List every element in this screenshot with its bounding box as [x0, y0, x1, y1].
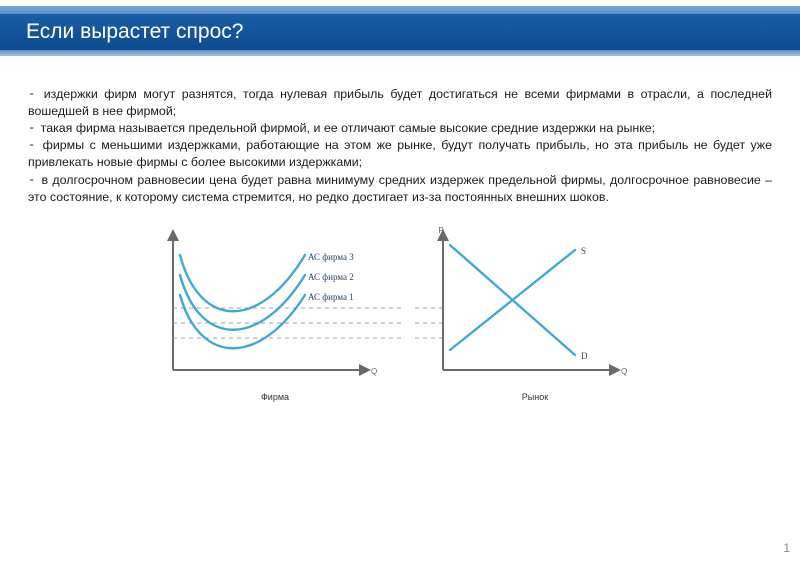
- svg-text:АС фирма 2: АС фирма 2: [308, 272, 354, 282]
- slide-content: - издержки фирм могут разнятся, тогда ну…: [0, 62, 800, 402]
- svg-text:АС фирма 3: АС фирма 3: [308, 252, 354, 262]
- svg-text:P: P: [438, 226, 443, 235]
- svg-text:S: S: [581, 246, 586, 256]
- market-sd-chart: P Q S D: [415, 220, 655, 390]
- bullet-text: в долгосрочном равновесии цена будет рав…: [28, 173, 772, 204]
- header-accent-top: [0, 6, 800, 14]
- charts-row: Q АС фирма 3 АС фирма 2 АС фирма 1 Фирма P Q…: [28, 220, 772, 402]
- page-number: 1: [783, 541, 790, 555]
- bullet-text: такая фирма называется предельной фирмой…: [41, 121, 655, 135]
- bullet-item: - фирмы с меньшими издержками, работающи…: [28, 137, 772, 171]
- left-chart: Q АС фирма 3 АС фирма 2 АС фирма 1 Фирма: [145, 220, 405, 402]
- right-chart: P Q S D Рынок: [415, 220, 655, 402]
- bullet-list: - издержки фирм могут разнятся, тогда ну…: [28, 86, 772, 206]
- svg-text:Q: Q: [621, 367, 627, 376]
- svg-text:АС фирма 1: АС фирма 1: [308, 292, 354, 302]
- left-chart-caption: Фирма: [261, 392, 289, 402]
- bullet-item: - такая фирма называется предельной фирм…: [28, 120, 772, 137]
- bullet-item: - издержки фирм могут разнятся, тогда ну…: [28, 86, 772, 120]
- bullet-text: фирмы с меньшими издержками, работающие …: [28, 138, 772, 169]
- slide-title: Если вырастет спрос?: [26, 20, 243, 44]
- firm-ac-chart: Q АС фирма 3 АС фирма 2 АС фирма 1: [145, 220, 405, 390]
- right-chart-caption: Рынок: [522, 392, 548, 402]
- header-title-bar: Если вырастет спрос?: [0, 14, 800, 50]
- svg-text:D: D: [581, 351, 588, 361]
- bullet-item: - в долгосрочном равновесии цена будет р…: [28, 172, 772, 206]
- bullet-text: издержки фирм могут разнятся, тогда нуле…: [28, 87, 772, 118]
- svg-text:Q: Q: [371, 367, 377, 376]
- slide-header: Если вырастет спрос?: [0, 0, 800, 62]
- header-accent-bottom: [0, 50, 800, 56]
